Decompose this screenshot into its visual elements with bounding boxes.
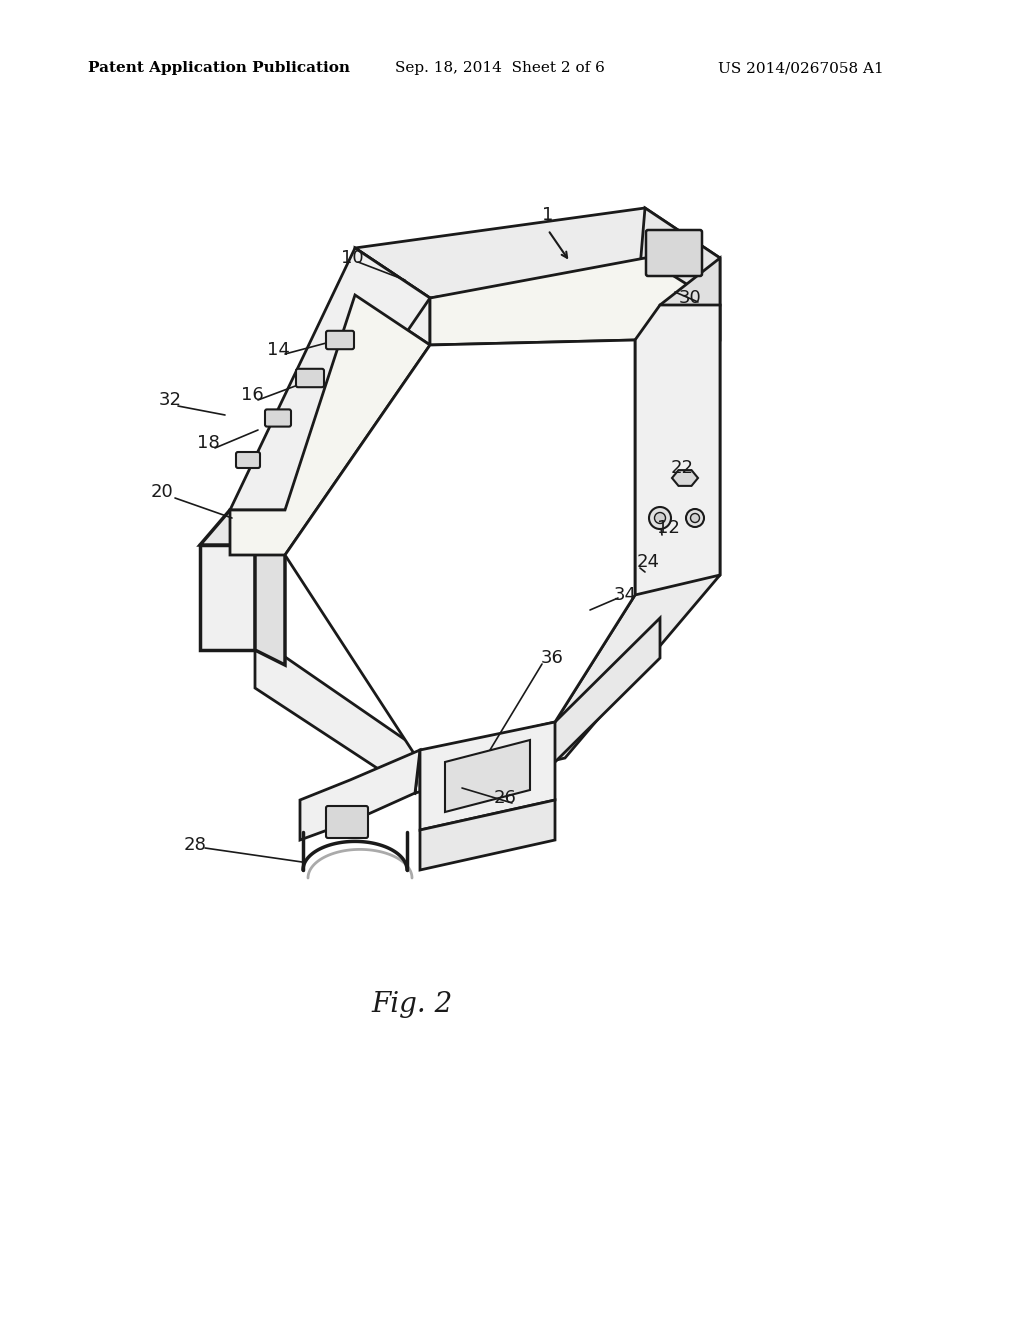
Text: 20: 20 <box>151 483 173 502</box>
FancyBboxPatch shape <box>326 331 354 350</box>
Circle shape <box>654 512 666 524</box>
Polygon shape <box>672 470 698 486</box>
FancyBboxPatch shape <box>296 368 324 387</box>
Polygon shape <box>420 618 660 789</box>
Text: 14: 14 <box>266 341 290 359</box>
Polygon shape <box>430 257 720 345</box>
Polygon shape <box>200 510 285 545</box>
Text: 1: 1 <box>543 206 554 224</box>
FancyBboxPatch shape <box>646 230 702 276</box>
Text: Fig. 2: Fig. 2 <box>372 991 453 1019</box>
Text: 30: 30 <box>679 289 701 308</box>
Polygon shape <box>300 750 420 840</box>
Polygon shape <box>635 305 720 618</box>
Polygon shape <box>255 525 285 665</box>
Text: 32: 32 <box>159 391 181 409</box>
Text: Sep. 18, 2014  Sheet 2 of 6: Sep. 18, 2014 Sheet 2 of 6 <box>395 61 605 75</box>
Polygon shape <box>255 649 420 793</box>
Text: 18: 18 <box>197 434 219 451</box>
Text: 16: 16 <box>241 385 263 404</box>
Polygon shape <box>355 209 720 298</box>
Polygon shape <box>420 722 555 830</box>
Polygon shape <box>420 800 555 870</box>
FancyBboxPatch shape <box>236 451 260 469</box>
Text: 36: 36 <box>541 649 563 667</box>
Text: Patent Application Publication: Patent Application Publication <box>88 61 350 75</box>
Circle shape <box>649 507 671 529</box>
Text: 12: 12 <box>656 519 680 537</box>
Text: US 2014/0267058 A1: US 2014/0267058 A1 <box>718 61 884 75</box>
Circle shape <box>686 510 705 527</box>
Polygon shape <box>415 576 720 793</box>
Text: 22: 22 <box>671 459 693 477</box>
Text: 10: 10 <box>341 249 364 267</box>
Circle shape <box>690 513 699 523</box>
Polygon shape <box>640 209 720 305</box>
Polygon shape <box>660 257 720 618</box>
Text: 34: 34 <box>613 586 637 605</box>
Text: 28: 28 <box>183 836 207 854</box>
Text: 24: 24 <box>637 553 659 572</box>
Polygon shape <box>200 545 255 649</box>
Text: 26: 26 <box>494 789 516 807</box>
Polygon shape <box>445 741 530 812</box>
Polygon shape <box>230 248 430 510</box>
Polygon shape <box>230 294 430 554</box>
Polygon shape <box>285 341 635 755</box>
FancyBboxPatch shape <box>265 409 291 426</box>
Polygon shape <box>355 248 430 345</box>
FancyBboxPatch shape <box>326 807 368 838</box>
